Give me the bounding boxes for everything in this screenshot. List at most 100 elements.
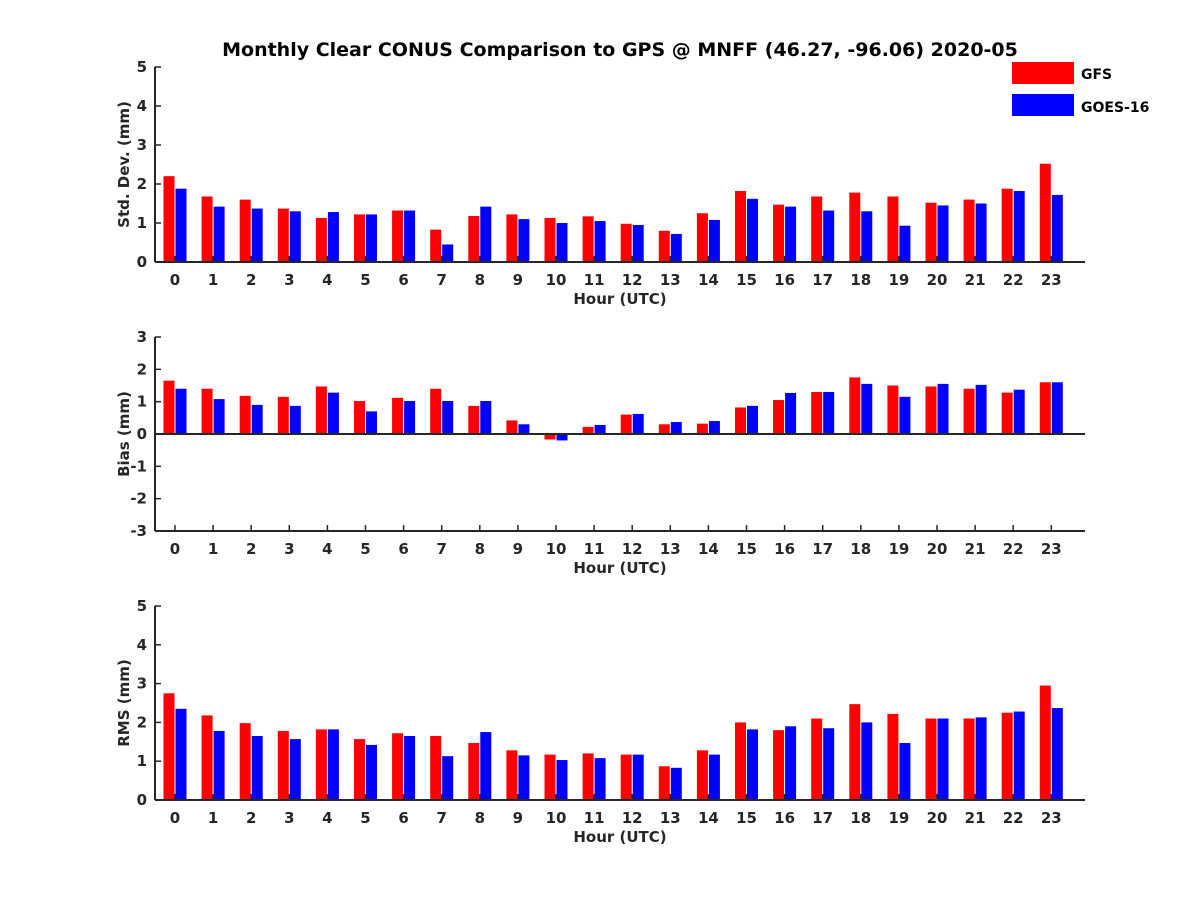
x-tick-label: 8	[475, 271, 485, 289]
bar	[696, 423, 708, 434]
x-tick-label: 18	[850, 540, 871, 558]
bar	[696, 213, 708, 262]
bar	[937, 718, 949, 800]
bar	[277, 730, 289, 800]
x-axis-label: Hour (UTC)	[573, 828, 666, 846]
y-tick-label: 4	[137, 97, 147, 115]
x-tick-label: 12	[622, 271, 643, 289]
x-tick-label: 17	[812, 271, 833, 289]
x-tick-label: 19	[888, 540, 909, 558]
bar	[811, 718, 823, 800]
bar	[213, 399, 225, 434]
y-axis-label: Bias (mm)	[115, 391, 133, 477]
bar	[354, 739, 365, 800]
y-tick-label: 1	[137, 752, 147, 770]
bar	[239, 723, 251, 800]
x-tick-label: 8	[475, 540, 485, 558]
bar	[937, 383, 949, 434]
bar	[175, 188, 187, 262]
legend: GFS GOES-16	[1012, 62, 1149, 116]
x-tick-label: 17	[812, 809, 833, 827]
x-tick-label: 4	[322, 540, 332, 558]
x-tick-label: 17	[812, 540, 833, 558]
bar	[963, 388, 975, 434]
bar	[925, 386, 937, 434]
bar	[239, 199, 251, 262]
bar	[1013, 389, 1025, 434]
x-tick-label: 5	[360, 540, 370, 558]
bar	[442, 244, 454, 262]
x-tick-label: 16	[774, 809, 795, 827]
x-tick-label: 5	[360, 271, 370, 289]
x-tick-label: 18	[850, 809, 871, 827]
x-tick-label: 2	[246, 540, 256, 558]
x-tick-label: 4	[322, 809, 332, 827]
legend-swatch-gfs	[1012, 62, 1074, 84]
bar	[861, 383, 873, 434]
x-tick-label: 9	[513, 540, 523, 558]
bar	[773, 204, 785, 262]
x-tick-label: 13	[660, 809, 681, 827]
bar	[773, 400, 785, 434]
bar	[632, 754, 644, 800]
bar	[811, 196, 823, 262]
x-tick-label: 1	[208, 271, 218, 289]
x-tick-label: 19	[888, 809, 909, 827]
x-tick-label: 22	[1003, 540, 1024, 558]
bar	[1001, 712, 1013, 800]
legend-swatch-goes16	[1012, 94, 1074, 116]
bar	[975, 384, 987, 434]
x-tick-label: 21	[965, 271, 986, 289]
y-tick-label: 1	[137, 393, 147, 411]
series-gfs	[163, 685, 1051, 800]
x-tick-label: 21	[965, 809, 986, 827]
bar	[442, 756, 454, 800]
series-goes-16	[175, 188, 1063, 262]
legend-label-goes16: GOES-16	[1081, 100, 1149, 116]
x-tick-label: 7	[436, 540, 446, 558]
bar	[887, 196, 899, 262]
bar	[670, 233, 682, 262]
bar	[315, 729, 327, 800]
bar	[430, 735, 442, 800]
x-tick-label: 23	[1041, 809, 1062, 827]
x-tick-label: 13	[660, 271, 681, 289]
bar	[175, 708, 187, 800]
bar	[366, 214, 377, 262]
bar	[175, 388, 187, 434]
bar	[163, 176, 175, 262]
bar	[430, 229, 442, 262]
bar	[480, 401, 492, 434]
bar	[354, 214, 365, 262]
x-tick-label: 22	[1003, 809, 1024, 827]
x-tick-label: 11	[584, 809, 605, 827]
bar	[582, 216, 594, 262]
y-tick-label: 2	[137, 713, 147, 731]
bar	[518, 755, 530, 800]
bar	[442, 401, 454, 434]
bar	[392, 397, 404, 434]
y-tick-label: 2	[137, 175, 147, 193]
bar	[735, 191, 746, 262]
bar	[239, 395, 251, 434]
bar	[811, 391, 823, 434]
x-tick-label: 11	[584, 540, 605, 558]
bar	[708, 421, 720, 434]
bar	[289, 739, 301, 800]
y-tick-label: 3	[137, 136, 147, 154]
bar	[747, 198, 758, 262]
bar	[404, 735, 416, 800]
x-axis-label: Hour (UTC)	[573, 559, 666, 577]
bar	[1039, 382, 1051, 434]
x-tick-label: 0	[170, 271, 180, 289]
x-tick-label: 15	[736, 540, 757, 558]
series-gfs	[163, 163, 1051, 262]
bar	[975, 717, 987, 800]
bar	[544, 217, 556, 262]
bar	[277, 396, 289, 434]
bar	[544, 754, 556, 800]
bar	[747, 729, 758, 800]
